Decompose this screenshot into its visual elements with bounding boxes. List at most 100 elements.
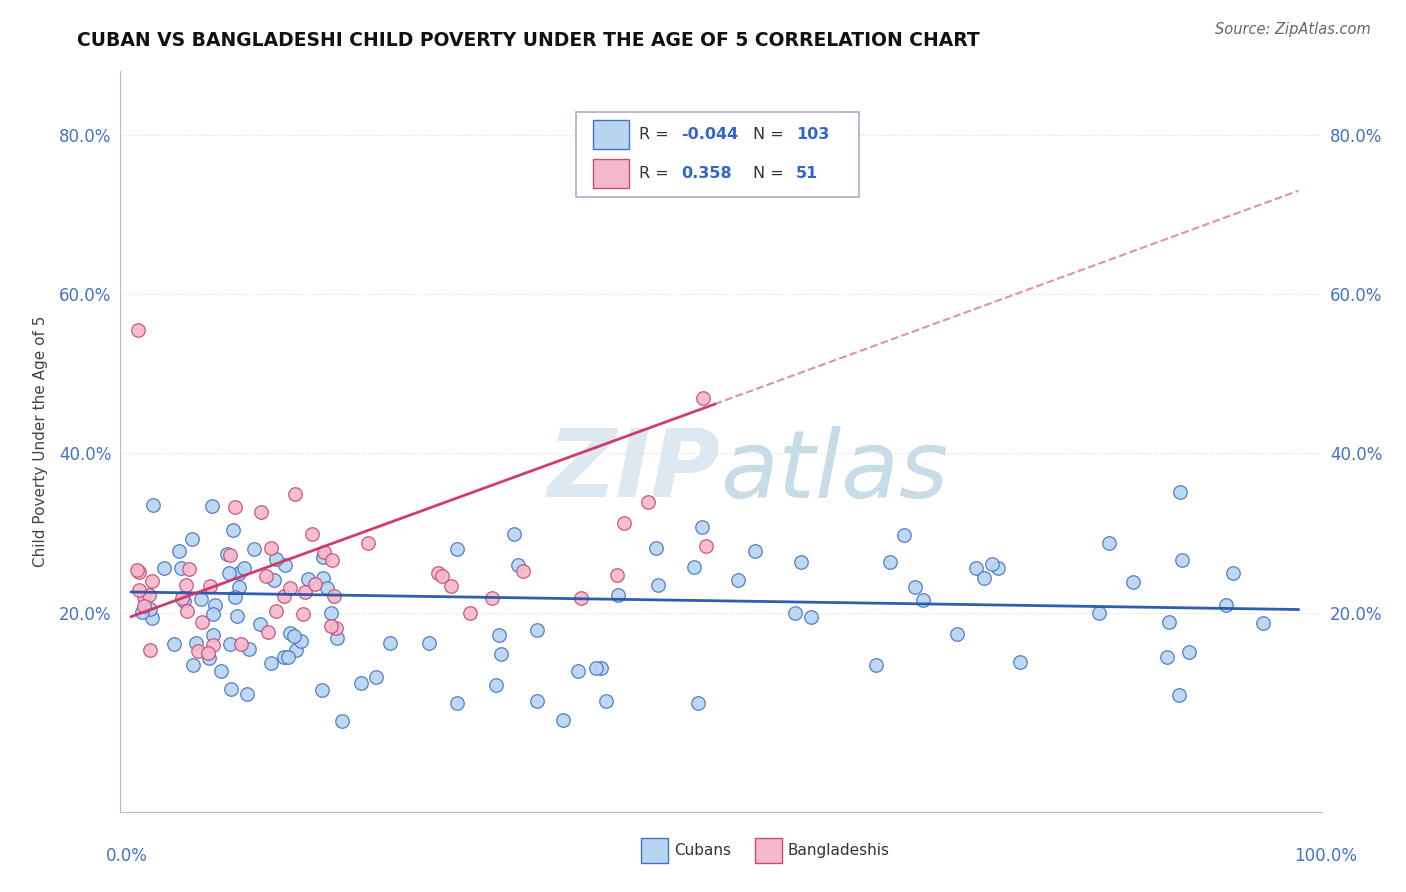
Point — [238, 642, 260, 657]
Point — [567, 664, 589, 678]
FancyBboxPatch shape — [593, 159, 630, 188]
Point — [427, 566, 450, 581]
Point — [141, 574, 163, 588]
Point — [278, 625, 301, 640]
Point — [503, 527, 526, 541]
Text: 0.358: 0.358 — [681, 166, 731, 181]
Point — [1215, 598, 1237, 612]
Point — [219, 681, 242, 696]
Point — [350, 676, 373, 690]
Point — [965, 561, 987, 575]
Point — [180, 532, 202, 546]
Y-axis label: Child Poverty Under the Age of 5: Child Poverty Under the Age of 5 — [32, 316, 48, 567]
Point — [879, 555, 901, 569]
Point — [128, 565, 150, 579]
Point — [727, 573, 749, 587]
Point — [283, 629, 305, 643]
Point — [488, 628, 510, 642]
Point — [304, 577, 326, 591]
Point — [176, 604, 198, 618]
Text: -0.044: -0.044 — [681, 128, 738, 142]
Point — [1222, 566, 1244, 580]
Point — [142, 498, 165, 512]
Text: N =: N = — [754, 166, 789, 181]
Text: 103: 103 — [796, 128, 830, 142]
Point — [187, 644, 209, 658]
Point — [1168, 484, 1191, 499]
Point — [865, 657, 887, 672]
Point — [183, 657, 205, 672]
Text: R =: R = — [638, 128, 673, 142]
Point — [301, 527, 323, 541]
Point — [264, 604, 287, 618]
Point — [218, 637, 240, 651]
Point — [1251, 616, 1274, 631]
Point — [273, 649, 295, 664]
Point — [613, 516, 636, 530]
Point — [284, 486, 307, 500]
Point — [257, 624, 280, 639]
Point — [202, 607, 225, 621]
Point — [1122, 575, 1144, 590]
Point — [228, 566, 250, 580]
Point — [485, 678, 508, 692]
Text: atlas: atlas — [720, 425, 949, 516]
Point — [1088, 606, 1111, 620]
Text: CUBAN VS BANGLADESHI CHILD POVERTY UNDER THE AGE OF 5 CORRELATION CHART: CUBAN VS BANGLADESHI CHILD POVERTY UNDER… — [77, 31, 980, 50]
Point — [744, 543, 766, 558]
Point — [250, 505, 273, 519]
Point — [326, 631, 349, 645]
Point — [167, 544, 190, 558]
Point — [169, 561, 191, 575]
Point — [228, 580, 250, 594]
Point — [132, 599, 155, 614]
Point — [446, 541, 468, 556]
Text: R =: R = — [638, 166, 673, 181]
Point — [292, 607, 315, 621]
Point — [981, 557, 1004, 571]
Point — [209, 665, 232, 679]
Point — [893, 528, 915, 542]
Point — [312, 549, 335, 564]
Point — [325, 621, 347, 635]
Point — [489, 647, 512, 661]
Point — [264, 552, 287, 566]
Point — [218, 548, 240, 562]
Point — [191, 615, 214, 630]
Point — [647, 578, 669, 592]
Point — [243, 541, 266, 556]
FancyBboxPatch shape — [593, 120, 630, 150]
Point — [783, 606, 806, 620]
Point — [260, 656, 283, 670]
Point — [644, 541, 666, 555]
Point — [430, 569, 453, 583]
Point — [357, 536, 380, 550]
Point — [236, 687, 259, 701]
Point — [232, 561, 254, 575]
Point — [683, 559, 706, 574]
Point — [1157, 615, 1180, 629]
Point — [595, 693, 617, 707]
Point — [229, 637, 252, 651]
Point — [215, 548, 238, 562]
Point — [526, 694, 548, 708]
Point — [290, 634, 312, 648]
Point — [380, 636, 402, 650]
Point — [607, 588, 630, 602]
Text: Cubans: Cubans — [673, 843, 731, 858]
Text: ZIP: ZIP — [548, 425, 720, 517]
Point — [446, 696, 468, 710]
Point — [274, 558, 297, 572]
Point — [312, 571, 335, 585]
Point — [695, 539, 717, 553]
Point — [138, 588, 160, 602]
Point — [1171, 552, 1194, 566]
Point — [125, 563, 148, 577]
FancyBboxPatch shape — [641, 838, 668, 863]
Text: N =: N = — [754, 128, 789, 142]
Point — [294, 585, 316, 599]
Point — [987, 560, 1010, 574]
Point — [273, 589, 295, 603]
Point — [606, 568, 628, 582]
Point — [134, 591, 156, 605]
